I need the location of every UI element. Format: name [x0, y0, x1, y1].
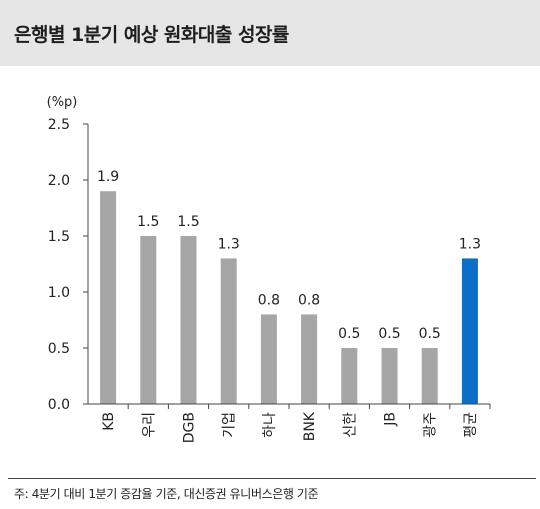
y-axis: 0.0 0.5 1.0 1.5 2.0 2.5 [48, 117, 89, 413]
x-tick-label: JB [383, 412, 399, 427]
y-tick-label: 1.0 [48, 285, 70, 301]
title-bar: 은행별 1분기 예상 원화대출 성장률 [0, 0, 540, 66]
footer-divider [8, 478, 536, 479]
x-axis: KB 우리 DGB 기업 하나 BNK 신한 JB 광주 평균 [88, 403, 491, 443]
data-label: 0.8 [298, 292, 320, 308]
data-label: 0.5 [419, 326, 441, 342]
data-label: 0.5 [338, 326, 360, 342]
y-axis-unit-label: (%p) [47, 95, 78, 110]
data-label: 1.5 [177, 214, 199, 230]
chart-title: 은행별 1분기 예상 원화대출 성장률 [14, 24, 289, 46]
bar [220, 258, 237, 404]
bar [461, 258, 478, 404]
bar [180, 236, 197, 404]
x-tick-label: KB [101, 412, 117, 431]
x-tick-label: DGB [182, 412, 198, 443]
data-label: 1.3 [218, 236, 240, 252]
x-tick-label: 기업 [222, 412, 238, 438]
value-labels: 1.9 1.5 1.5 1.3 0.8 0.8 0.5 0.5 0.5 1.3 [97, 169, 481, 342]
bar [260, 314, 277, 404]
y-tick-label: 2.0 [48, 173, 70, 189]
x-tick-label: 신한 [342, 412, 358, 438]
x-tick-label: BNK [302, 411, 318, 441]
bar [140, 236, 157, 404]
x-tick-label: 하나 [262, 412, 278, 438]
bar [421, 348, 438, 404]
data-label: 1.9 [97, 169, 119, 185]
bar [381, 348, 398, 404]
data-label: 0.8 [258, 292, 280, 308]
footnote: 주: 4분기 대비 1분기 증감율 기준, 대신증권 유니버스은행 기준 [14, 487, 319, 501]
y-tick-label: 2.5 [48, 117, 70, 133]
y-tick-label: 1.5 [48, 229, 70, 245]
bar [100, 191, 117, 404]
bar [341, 348, 358, 404]
x-tick-label: 평균 [463, 412, 479, 438]
bar-chart: (%p) 0.0 0.5 1.0 1.5 2.0 2.5 1.9 1.5 1.5 1.3 0.8 0… [47, 95, 491, 443]
bar [301, 314, 318, 404]
data-label: 1.3 [459, 236, 481, 252]
data-label: 1.5 [137, 214, 159, 230]
x-tick-label: 광주 [423, 412, 439, 438]
data-label: 0.5 [378, 326, 400, 342]
y-tick-label: 0.0 [48, 397, 70, 413]
bars [100, 191, 478, 404]
x-tick-label: 우리 [141, 412, 157, 438]
y-tick-label: 0.5 [48, 341, 70, 357]
